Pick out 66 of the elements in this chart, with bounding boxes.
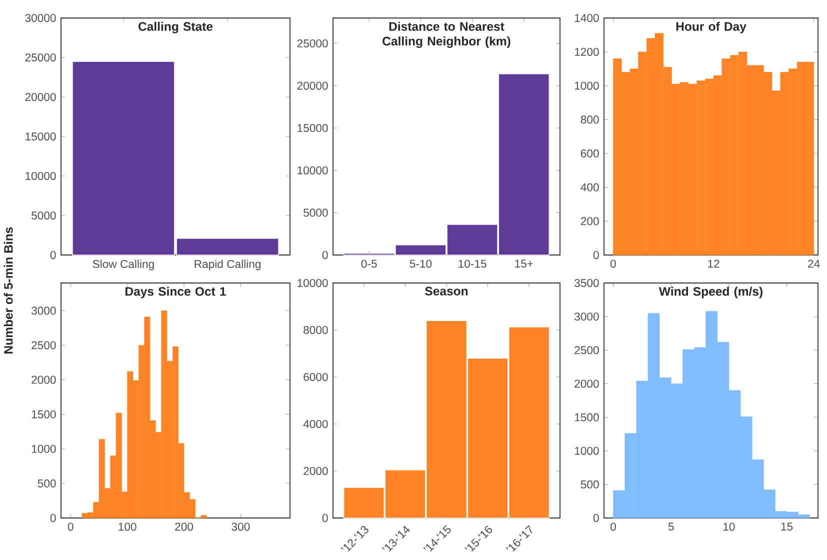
y-tick-label: 25000	[297, 39, 328, 48]
x-tick-label: 300	[232, 522, 250, 531]
y-tick-label: 25000	[25, 53, 56, 62]
chart-title: Days Since Oct 1	[126, 286, 226, 298]
y-tick-label: 1000	[574, 446, 599, 455]
y-tick-label: 6000	[304, 372, 328, 382]
y-tick-label: 0	[593, 514, 599, 522]
y-tick-label: 20000	[297, 82, 328, 90]
y-tick-label: 1000	[32, 444, 56, 453]
y-tick-label: 2500	[574, 346, 599, 354]
x-tick-label: 10-15	[458, 260, 486, 268]
y-tick-label: 0	[593, 250, 599, 259]
x-tick-label: 12	[708, 260, 720, 268]
y-tick-label: 15000	[26, 132, 56, 140]
y-tick-label: 10000	[298, 278, 328, 287]
x-tick-label: 0	[68, 522, 74, 531]
y-tick-label: 500	[580, 480, 599, 488]
y-tick-label: 600	[580, 149, 599, 158]
x-tick-label: 10	[723, 522, 735, 531]
x-tick-label: 100	[118, 522, 136, 531]
x-tick-label: 24	[808, 260, 820, 268]
chart-title: Calling State	[138, 22, 213, 34]
y-tick-label: 1400	[574, 14, 599, 22]
y-tick-label: 20000	[25, 92, 56, 101]
chart-title: Hour of Day	[676, 22, 746, 34]
y-tick-label: 1200	[574, 48, 599, 56]
x-tick-label: 0-5	[361, 260, 377, 268]
chart-title: Wind Speed (m/s)	[658, 286, 762, 298]
y-tick-label: 800	[580, 116, 599, 124]
x-tick-label: Slow Calling	[92, 260, 154, 270]
y-tick-label: 200	[580, 217, 599, 226]
y-tick-label: 0	[50, 250, 56, 260]
x-tick-label: 15+	[515, 260, 533, 268]
x-tick-label: Rapid Calling	[194, 260, 260, 270]
y-tick-label: 3000	[574, 312, 599, 321]
y-axis-title: Number of 5-min Bins	[4, 227, 13, 354]
text: Distance to Nearest Calling Neighbor (km)	[382, 22, 510, 48]
y-tick-label: 10000	[298, 166, 328, 174]
x-tick-label: 0	[610, 522, 616, 531]
x-tick-label: 200	[175, 522, 194, 531]
y-tick-label: 10000	[26, 172, 56, 180]
x-tick-label: 5	[668, 522, 674, 531]
x-tick-label: 5-10	[410, 260, 432, 268]
y-tick-label: 400	[580, 183, 599, 192]
y-tick-label: 5000	[32, 211, 56, 220]
y-tick-label: 0	[322, 514, 328, 522]
y-tick-label: 30000	[25, 14, 56, 22]
y-tick-label: 8000	[304, 326, 328, 334]
y-tick-label: 3000	[32, 306, 56, 315]
y-tick-label: 2000	[32, 376, 56, 384]
y-tick-label: 4000	[303, 420, 328, 428]
x-tick-label: 0	[610, 260, 616, 268]
y-tick-label: 1500	[574, 413, 599, 422]
y-tick-label: 500	[38, 479, 56, 488]
y-tick-label: 2500	[32, 341, 56, 350]
y-tick-label: 1500	[32, 410, 56, 418]
y-tick-label: 15000	[298, 124, 328, 132]
y-tick-label: 2000	[304, 466, 328, 476]
chart-title: Season	[425, 286, 468, 296]
y-tick-label: 5000	[304, 208, 328, 217]
x-tick-label: 15	[781, 522, 793, 531]
y-tick-label: 0	[50, 514, 56, 522]
y-tick-label: 2000	[574, 380, 599, 388]
y-tick-label: 3500	[574, 278, 599, 287]
y-tick-label: 1000	[574, 82, 599, 90]
y-tick-label: 0	[322, 250, 328, 259]
